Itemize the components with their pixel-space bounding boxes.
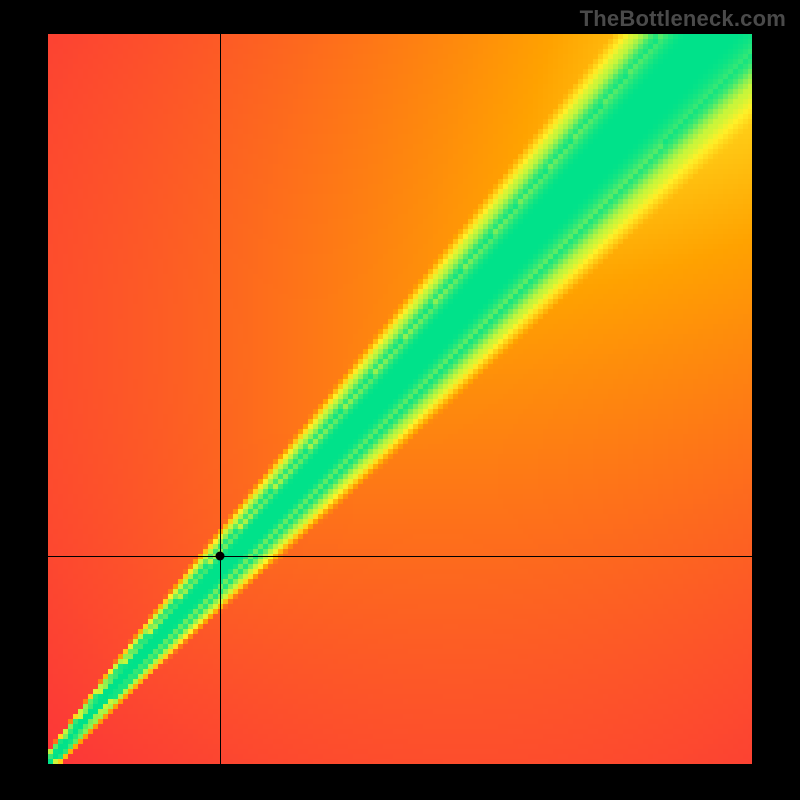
chart-container: TheBottleneck.com (0, 0, 800, 800)
bottleneck-heatmap (48, 34, 752, 764)
crosshair-point (216, 551, 225, 560)
heatmap-plot-area (48, 34, 752, 764)
crosshair-horizontal (48, 556, 752, 557)
watermark-text: TheBottleneck.com (580, 6, 786, 32)
crosshair-vertical (220, 34, 221, 764)
